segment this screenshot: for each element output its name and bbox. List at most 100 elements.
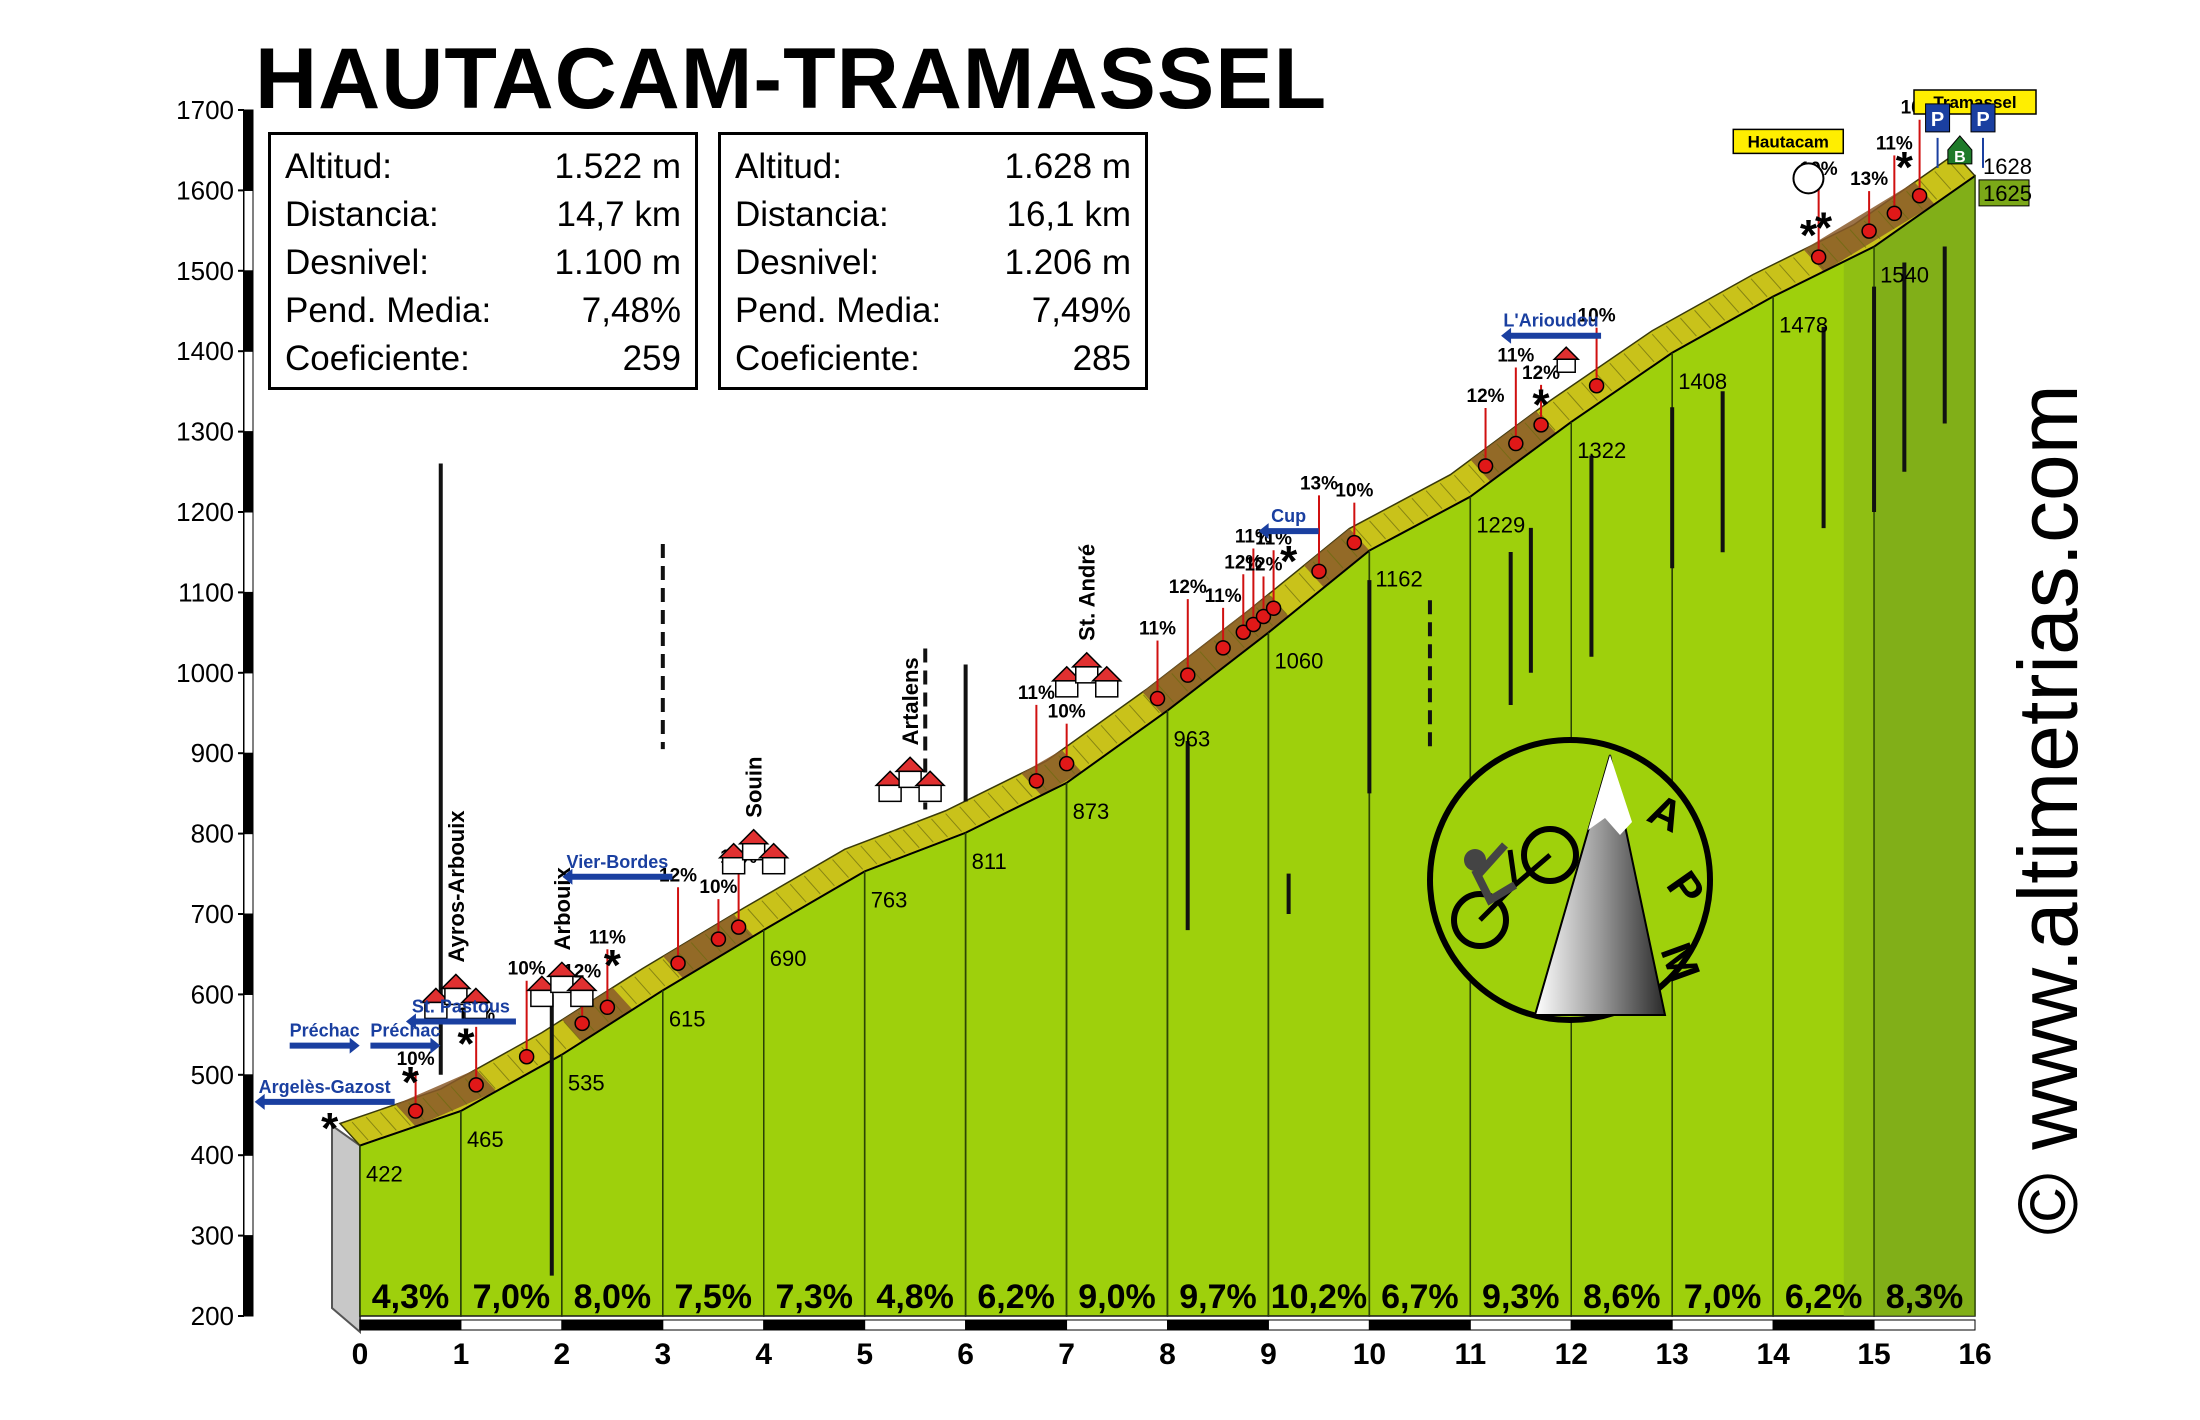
y-tick-label: 800 [191, 819, 234, 849]
road-hatch [874, 840, 892, 859]
stats-box-tramassel: Altitud: 1.628 m Distancia: 16,1 km Desniv… [718, 132, 1148, 390]
road-sign-label: Cup [1271, 506, 1306, 526]
b-sign-text: B [1954, 149, 1966, 166]
x-axis-band [1368, 1319, 1471, 1331]
altitude-label: 690 [770, 946, 807, 971]
road-hatch [1383, 512, 1401, 532]
road-hatch [888, 834, 906, 854]
y-tick-label: 900 [191, 738, 234, 768]
town-name: St. André [1075, 544, 1100, 641]
road-hatch [1298, 572, 1316, 592]
road-hatch [1468, 464, 1485, 484]
parking-sign-text: P [1976, 109, 1989, 131]
y-tick-label: 1600 [176, 175, 234, 205]
stat-row-altitude: Altitud: 1.522 m [285, 143, 681, 191]
stat-row-distance: Distancia: 14,7 km [285, 191, 681, 239]
road-sign-label: Argelès-Gazost [259, 1077, 391, 1097]
steep-marker-dot [1058, 755, 1075, 772]
stat-label: Pend. Media: [285, 291, 492, 330]
segment-gradient-label: 7,5% [675, 1278, 753, 1316]
steep-gradient-label: 11% [1018, 683, 1055, 704]
y-axis-band [243, 913, 254, 995]
town-house-icon [874, 756, 946, 803]
steep-gradient-label: 12% [659, 865, 697, 886]
stat-label: Desnivel: [285, 243, 429, 282]
x-tick-label: 15 [1857, 1338, 1890, 1371]
y-tick-label: 1000 [176, 658, 234, 688]
junction-asterisk: * [604, 941, 622, 990]
x-axis-band [561, 1319, 664, 1331]
road-hatch [1157, 683, 1174, 703]
altitude-label: 1408 [1678, 369, 1727, 394]
altitude-label: 873 [1073, 799, 1110, 824]
parking-sign-text: P [1931, 109, 1944, 131]
stat-value: 16,1 km [1006, 195, 1132, 234]
summit-altitude-alt: 1625 [1983, 181, 2032, 206]
y-axis-band [243, 511, 254, 593]
road-hatch [1764, 271, 1782, 290]
steep-gradient-label: 10% [508, 959, 546, 980]
steep-gradient-label: 12% [1467, 386, 1505, 407]
road-hatch [1934, 171, 1952, 190]
road-hatch [1171, 673, 1189, 692]
segment-gradient-label: 8,6% [1583, 1278, 1661, 1316]
road-hatch [1778, 264, 1796, 283]
x-tick-label: 13 [1656, 1338, 1689, 1371]
road-hatch [1567, 391, 1584, 411]
segment-gradient-label: 6,2% [977, 1278, 1055, 1316]
road-hatch [1128, 704, 1146, 724]
road-hatch [1001, 785, 1019, 805]
steep-gradient-label: 13% [1300, 473, 1338, 494]
road-hatch [634, 976, 652, 996]
y-tick-label: 600 [191, 979, 234, 1009]
x-axis-band [965, 1319, 1068, 1331]
parking-icon [1925, 103, 1951, 133]
y-tick-label: 1700 [176, 95, 234, 125]
road-sign-arrow [1258, 523, 1319, 540]
junction-asterisk: * [321, 1104, 339, 1153]
road-hatch [351, 1121, 369, 1141]
y-tick-label: 1500 [176, 256, 234, 286]
x-axis-band [1570, 1319, 1673, 1331]
road-hatch [394, 1107, 411, 1126]
road-hatch [1581, 382, 1598, 401]
segment-gradient-label: 9,3% [1482, 1278, 1560, 1316]
road-hatch [422, 1097, 440, 1117]
stat-row-avg-gradient: Pend. Media: 7,49% [735, 287, 1131, 335]
road-hatch [1835, 236, 1853, 255]
stat-label: Pend. Media: [735, 291, 942, 330]
steep-gradient-label: 11% [589, 927, 626, 948]
road-hatch [1877, 210, 1895, 230]
stat-label: Distancia: [735, 195, 889, 234]
profile-summit-panel [1843, 175, 1975, 1317]
steep-marker-dot [730, 919, 747, 935]
profile-side-face [331, 1123, 361, 1335]
x-axis: 0 1 2 3 4 5 6 7 8 9 10 11 12 13 14 15 16 [352, 1319, 1992, 1371]
road-hatch [1651, 333, 1669, 353]
y-tick-label: 700 [191, 899, 234, 929]
hut-icon [1552, 346, 1581, 360]
road-hatch [761, 900, 779, 919]
house-wall [464, 1001, 488, 1020]
house-wall [721, 856, 746, 875]
road-sign-label: L'Arioudou [1503, 311, 1598, 331]
junction-asterisk: * [1896, 143, 1914, 192]
road-hatch [1100, 724, 1118, 744]
y-axis-band [243, 993, 254, 1076]
stat-row-elevation-gain: Desnivel: 1.100 m [285, 239, 681, 287]
y-axis-band [243, 1154, 254, 1237]
y-axis-band [243, 350, 254, 433]
house-wall [878, 784, 902, 803]
steep-marker-dot [518, 1048, 535, 1065]
y-axis-band [243, 270, 254, 352]
road-hatch [1552, 401, 1570, 421]
house-wall [918, 784, 942, 803]
segment-gradient-label: 7,0% [473, 1278, 551, 1316]
road-hatch [620, 985, 637, 1005]
x-tick-label: 4 [755, 1338, 772, 1371]
y-tick-label: 500 [191, 1060, 234, 1090]
road-sign-arrow [254, 1093, 395, 1110]
x-tick-label: 3 [654, 1338, 671, 1371]
profile-segment [662, 928, 765, 1317]
